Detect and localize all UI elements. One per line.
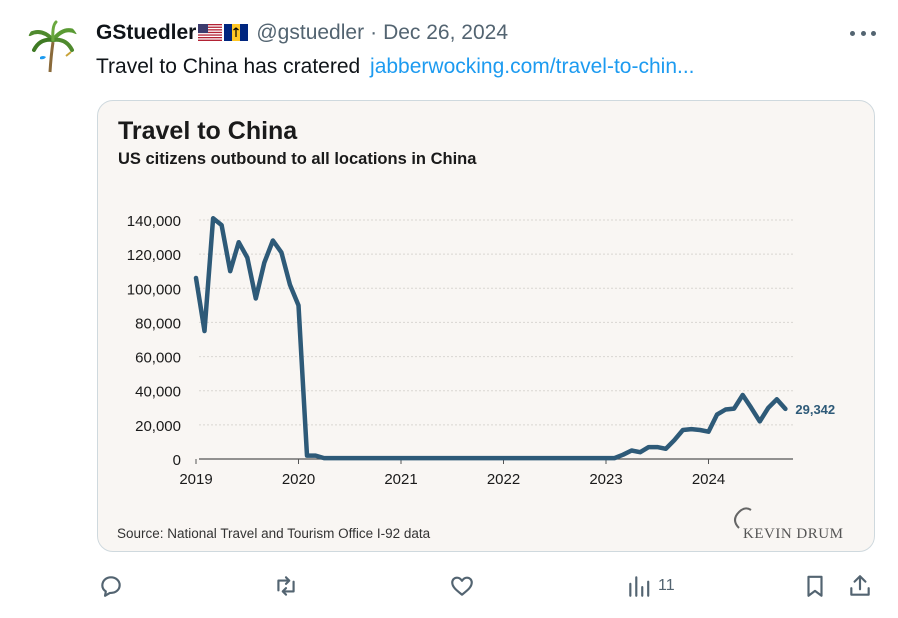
tweet-body: Travel to China has cratered — [96, 55, 361, 78]
x-tick-label: 2021 — [384, 471, 417, 488]
like-button[interactable] — [449, 568, 475, 604]
chart-gridlines — [199, 219, 793, 460]
action-bar: 11 — [0, 568, 898, 608]
reply-icon — [101, 576, 121, 597]
views-count: 11 — [658, 577, 675, 594]
y-tick-label: 60,000 — [135, 350, 181, 367]
chart-svg: Travel to China US citizens outbound to … — [117, 117, 843, 542]
watermark-text: KEVIN DRUM — [743, 526, 843, 542]
tweet-date[interactable]: Dec 26, 2024 — [383, 21, 509, 44]
y-tick-label: 100,000 — [127, 281, 181, 298]
y-tick-label: 120,000 — [127, 247, 181, 264]
y-tick-label: 140,000 — [127, 213, 181, 230]
chart-image-card[interactable]: Travel to China US citizens outbound to … — [97, 100, 875, 552]
x-tick-label: 2024 — [692, 471, 725, 488]
tweet-text: Travel to China has cratered jabberwocki… — [96, 55, 695, 79]
tweet-link[interactable]: jabberwocking.com/travel-to-chin... — [370, 55, 695, 78]
us-flag-icon — [198, 23, 223, 41]
y-tick-label: 20,000 — [135, 418, 181, 435]
more-icon-dot — [860, 30, 866, 36]
chart-series — [193, 216, 788, 461]
views-button[interactable]: 11 — [626, 568, 675, 604]
series-line — [193, 216, 788, 461]
kevin-drum-logo: KEVIN DRUM — [734, 507, 843, 542]
share-icon — [850, 575, 870, 596]
tweet-header: GStuedler @gstuedler · Dec 26, 2024 — [96, 20, 878, 46]
y-tick-label: 40,000 — [135, 384, 181, 401]
reply-button[interactable] — [98, 568, 124, 604]
display-name[interactable]: GStuedler — [96, 21, 197, 44]
handle[interactable]: @gstuedler — [256, 21, 365, 44]
palm-tree-avatar-icon — [26, 20, 80, 74]
more-icon-dot — [871, 30, 876, 36]
retweet-icon — [277, 576, 295, 596]
chart-y-ticks: 0 20,000 40,000 60,000 80,000 100,000 120,000 1… — [127, 213, 181, 469]
barbados-flag-icon — [224, 23, 249, 41]
bookmark-icon — [807, 575, 823, 597]
x-tick-label: 2022 — [487, 471, 520, 488]
share-button[interactable] — [847, 568, 873, 604]
x-tick-label: 2019 — [179, 471, 212, 488]
like-icon — [451, 576, 473, 596]
chart-x-ticks: 2019 2020 2021 2022 2023 2024 — [179, 459, 725, 488]
views-icon — [629, 576, 650, 597]
more-icon-dot — [850, 30, 855, 36]
chart-subtitle: US citizens outbound to all locations in… — [118, 150, 477, 168]
separator-dot: · — [370, 21, 378, 44]
avatar[interactable] — [26, 20, 80, 74]
end-value-label: 29,342 — [795, 402, 835, 417]
x-tick-label: 2020 — [282, 471, 315, 488]
bookmark-button[interactable] — [802, 568, 828, 604]
x-tick-label: 2023 — [589, 471, 622, 488]
more-options-button[interactable] — [850, 24, 876, 42]
y-tick-label: 80,000 — [135, 315, 181, 332]
retweet-button[interactable] — [273, 568, 299, 604]
chart-source: Source: National Travel and Tourism Offi… — [117, 526, 431, 541]
chart-title: Travel to China — [118, 117, 298, 145]
y-tick-label: 0 — [173, 452, 181, 469]
